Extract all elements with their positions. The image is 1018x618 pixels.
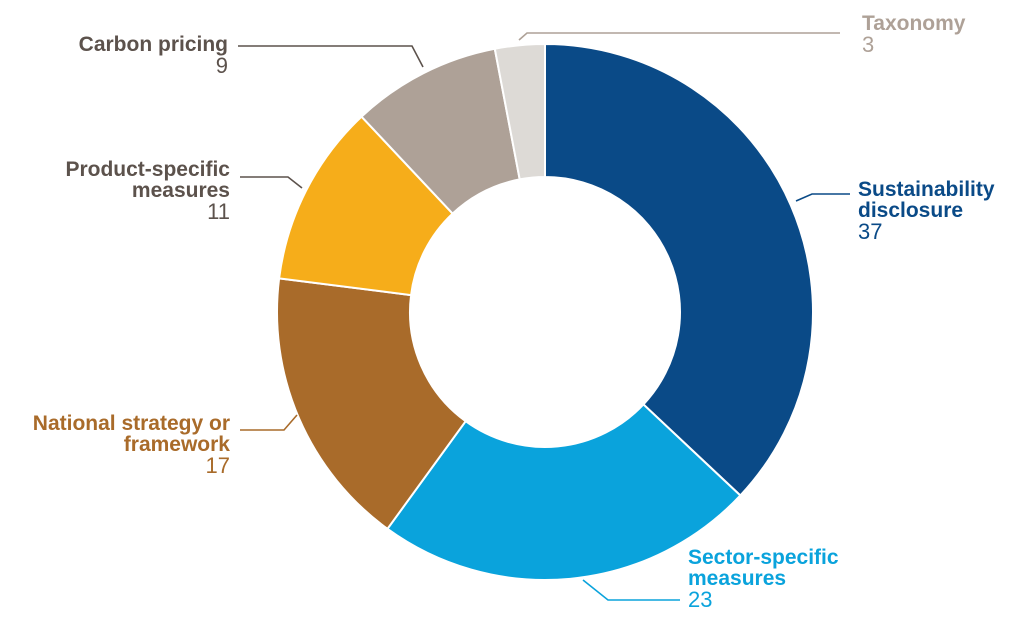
leader-product-specific-measures [240, 176, 303, 189]
leader-carbon-pricing [238, 45, 424, 68]
value-sector-specific-measures: 23 [688, 587, 712, 612]
label-sector-specific-measures-line-2: measures [688, 567, 786, 590]
slice-national-strategy-or-framework [276, 277, 468, 531]
label-taxonomy-line-1: Taxonomy [862, 12, 966, 35]
donut-slices [276, 42, 814, 581]
label-national-strategy-or-framework-line-2: framework [124, 433, 231, 456]
leader-lines [238, 32, 850, 601]
leader-national-strategy-or-framework [240, 414, 298, 431]
label-product-specific-measures-line-1: Product-specific [65, 158, 230, 181]
label-national-strategy-or-framework-line-1: National strategy or [33, 412, 230, 435]
value-carbon-pricing: 9 [216, 53, 228, 78]
leader-sector-specific-measures [582, 579, 680, 601]
label-sustainability-disclosure-line-2: disclosure [858, 199, 963, 222]
leader-taxonomy [518, 32, 840, 41]
slice-taxonomy [493, 42, 546, 181]
value-taxonomy: 3 [862, 32, 874, 57]
value-sustainability-disclosure: 37 [858, 219, 882, 244]
value-product-specific-measures: 11 [207, 199, 230, 224]
leader-sustainability-disclosure [795, 193, 850, 202]
value-national-strategy-or-framework: 17 [206, 453, 230, 478]
label-carbon-pricing-line-1: Carbon pricing [79, 33, 228, 56]
slice-sustainability-disclosure [544, 42, 814, 497]
slice-sector-specific-measures [386, 403, 742, 581]
label-sustainability-disclosure-line-1: Sustainability [858, 178, 995, 201]
label-sector-specific-measures-line-1: Sector-specific [688, 546, 839, 569]
label-product-specific-measures-line-2: measures [132, 179, 230, 202]
